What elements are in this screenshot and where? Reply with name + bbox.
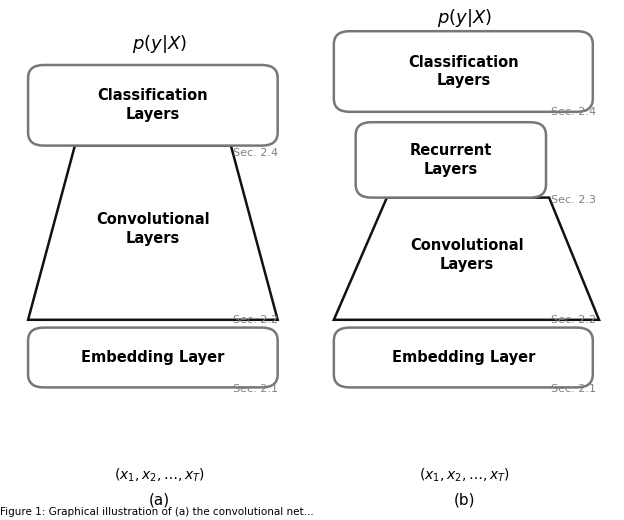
Text: Sec. 2.3: Sec. 2.3	[551, 195, 596, 205]
Text: Classification
Layers: Classification Layers	[97, 88, 208, 122]
FancyBboxPatch shape	[356, 122, 546, 198]
Text: $p(y|X)$: $p(y|X)$	[132, 33, 187, 55]
Text: $p(y|X)$: $p(y|X)$	[437, 7, 492, 29]
Text: Sec. 2.2: Sec. 2.2	[233, 315, 278, 324]
FancyBboxPatch shape	[28, 328, 278, 387]
Text: Sec. 2.4: Sec. 2.4	[233, 148, 278, 158]
Text: Convolutional
Layers: Convolutional Layers	[410, 238, 524, 271]
Text: Sec. 2.4: Sec. 2.4	[551, 107, 596, 116]
Text: $(x_1, x_2, \ldots, x_T)$: $(x_1, x_2, \ldots, x_T)$	[114, 467, 205, 485]
Text: Convolutional
Layers: Convolutional Layers	[96, 212, 210, 245]
Text: Recurrent
Layers: Recurrent Layers	[409, 143, 492, 177]
FancyBboxPatch shape	[28, 65, 278, 146]
FancyBboxPatch shape	[334, 31, 593, 112]
Text: Sec. 2.1: Sec. 2.1	[233, 384, 278, 394]
Text: $(x_1, x_2, \ldots, x_T)$: $(x_1, x_2, \ldots, x_T)$	[419, 467, 510, 485]
Polygon shape	[334, 198, 599, 320]
Text: Figure 1: Graphical illustration of (a) the convolutional net...: Figure 1: Graphical illustration of (a) …	[0, 508, 314, 517]
Text: Sec. 2.1: Sec. 2.1	[551, 384, 596, 394]
Text: Sec. 2.2: Sec. 2.2	[551, 315, 596, 324]
Text: Embedding Layer: Embedding Layer	[392, 350, 535, 365]
FancyBboxPatch shape	[334, 328, 593, 387]
Text: (a): (a)	[149, 493, 170, 508]
Text: Classification
Layers: Classification Layers	[408, 55, 519, 88]
Polygon shape	[28, 146, 278, 320]
Text: Embedding Layer: Embedding Layer	[81, 350, 225, 365]
Text: (b): (b)	[454, 493, 475, 508]
